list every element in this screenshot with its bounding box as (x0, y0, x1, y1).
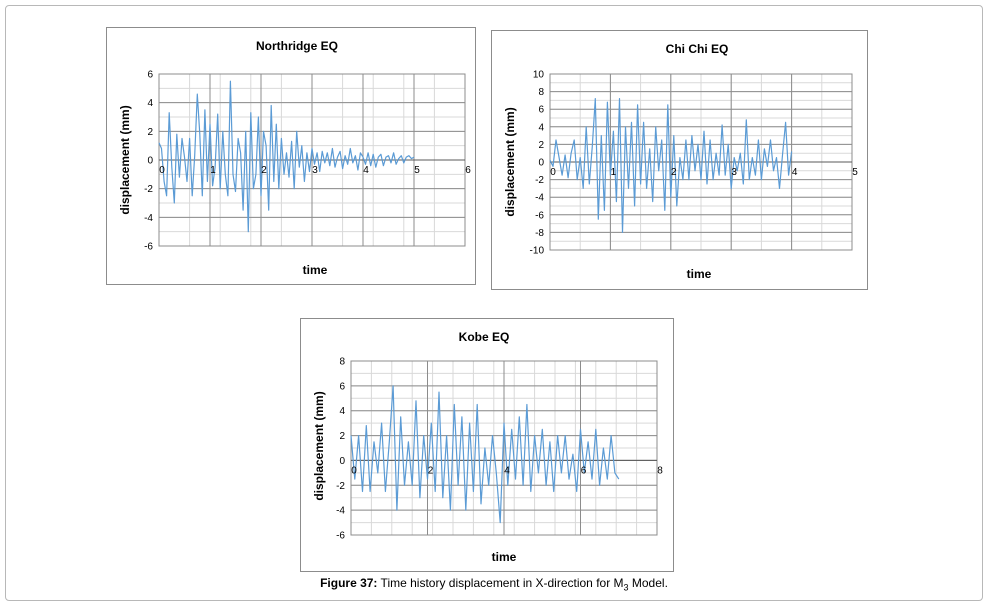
chart-kobe-y-tick-label: -6 (336, 531, 345, 542)
chart-chichi-y-tick-label: 6 (538, 105, 544, 116)
chart-kobe-y-tick-label: 0 (339, 456, 345, 467)
chart-northridge-y-tick-label: 0 (147, 156, 153, 167)
chart-northridge-title: Northridge EQ (256, 39, 338, 53)
chart-northridge-x-tick-label: 2 (261, 165, 267, 176)
chart-chichi-y-tick-label: 10 (533, 70, 545, 81)
figure-caption: Figure 37: Time history displacement in … (0, 576, 988, 592)
chart-kobe-y-tick-label: -4 (336, 506, 345, 517)
chart-chichi-y-tick-label: -2 (535, 175, 544, 186)
chart-chichi-y-tick-label: 8 (538, 87, 544, 98)
chart-kobe-y-tick-label: 4 (339, 406, 345, 417)
chart-kobe-y-tick-label: 6 (339, 381, 345, 392)
chart-chichi-x-tick-label: 4 (792, 167, 798, 178)
chart-northridge-x-tick-label: 5 (414, 165, 420, 176)
chart-chichi-x-tick-label: 3 (731, 167, 737, 178)
chart-northridge-y-tick-label: 6 (147, 70, 153, 81)
chart-northridge-y-tick-label: 4 (147, 98, 153, 109)
chart-kobe-y-axis-label: displacement (mm) (312, 391, 326, 500)
chart-chichi-x-tick-label: 5 (852, 167, 858, 178)
chart-kobe-x-tick-label: 2 (428, 465, 434, 476)
chart-chichi-title: Chi Chi EQ (666, 42, 729, 56)
chart-chichi-y-tick-label: 0 (538, 158, 544, 169)
chart-kobe-x-tick-label: 4 (504, 465, 510, 476)
chart-northridge-x-tick-label: 6 (465, 165, 471, 176)
chart-chichi-x-axis-label: time (687, 267, 712, 281)
chart-chichi-y-axis-label: displacement (mm) (503, 107, 517, 216)
caption-subscript: 3 (623, 582, 629, 593)
chart-kobe-svg: 0 2 4 6 8 -6 -4 -2 0 2 4 6 8 Kobe EQ time displacement … (312, 330, 663, 564)
chart-kobe-y-tick-label: 8 (339, 357, 345, 368)
chart-chichi-y-tick-label: -8 (535, 228, 544, 239)
chart-kobe-title: Kobe EQ (459, 330, 510, 344)
chart-chichi-series-line (549, 97, 793, 233)
chart-kobe-series-line (350, 385, 620, 524)
caption-label: Figure 37: (320, 576, 378, 590)
caption-text-before: Time history displacement in X-direction… (377, 576, 624, 590)
chart-chichi: 0 1 2 3 4 5 -10 -8 -6 -4 -2 0 2 4 6 8 10 Chi Chi EQ time di… (491, 30, 868, 290)
chart-chichi-x-tick-label: 0 (550, 167, 556, 178)
chart-chichi-x-tick-label: 2 (671, 167, 677, 178)
chart-kobe-y-tick-label: 2 (339, 431, 345, 442)
chart-northridge-x-tick-label: 4 (363, 165, 369, 176)
chart-kobe-plot-area (350, 360, 658, 536)
chart-kobe-x-axis-label: time (492, 550, 517, 564)
chart-northridge-x-axis-label: time (303, 263, 328, 277)
chart-northridge-y-tick-label: 2 (147, 127, 153, 138)
chart-northridge-y-tick-label: -4 (144, 213, 153, 224)
chart-chichi-y-tick-label: 2 (538, 140, 544, 151)
chart-chichi-y-tick-label: -4 (535, 193, 544, 204)
chart-kobe-x-tick-label: 8 (657, 465, 663, 476)
chart-northridge-y-axis-label: displacement (mm) (118, 105, 132, 214)
chart-kobe-x-tick-label: 6 (581, 465, 587, 476)
chart-chichi-y-tick-label: 4 (538, 122, 544, 133)
chart-kobe: 0 2 4 6 8 -6 -4 -2 0 2 4 6 8 Kobe EQ time displacement … (300, 318, 674, 572)
chart-northridge-x-tick-label: 3 (312, 165, 318, 176)
chart-chichi-svg: 0 1 2 3 4 5 -10 -8 -6 -4 -2 0 2 4 6 8 10 Chi Chi EQ time di… (503, 42, 858, 281)
chart-northridge-y-tick-label: -2 (144, 184, 153, 195)
chart-northridge-series-line (158, 80, 415, 233)
chart-northridge-svg: 0 1 2 3 4 5 6 -6 -4 -2 0 2 4 6 Northridge EQ time displa… (118, 39, 471, 277)
chart-chichi-y-tick-label: -10 (530, 246, 545, 257)
chart-kobe-y-tick-label: -2 (336, 481, 345, 492)
chart-kobe-x-tick-label: 0 (351, 465, 357, 476)
caption-text-after: Model. (628, 576, 668, 590)
chart-northridge-x-tick-label: 0 (159, 165, 165, 176)
chart-northridge-y-tick-label: -6 (144, 242, 153, 253)
chart-northridge-x-tick-label: 1 (210, 165, 216, 176)
chart-chichi-x-tick-label: 1 (611, 167, 617, 178)
chart-northridge: 0 1 2 3 4 5 6 -6 -4 -2 0 2 4 6 Northridge EQ time displa… (106, 27, 476, 285)
chart-chichi-y-tick-label: -6 (535, 210, 544, 221)
